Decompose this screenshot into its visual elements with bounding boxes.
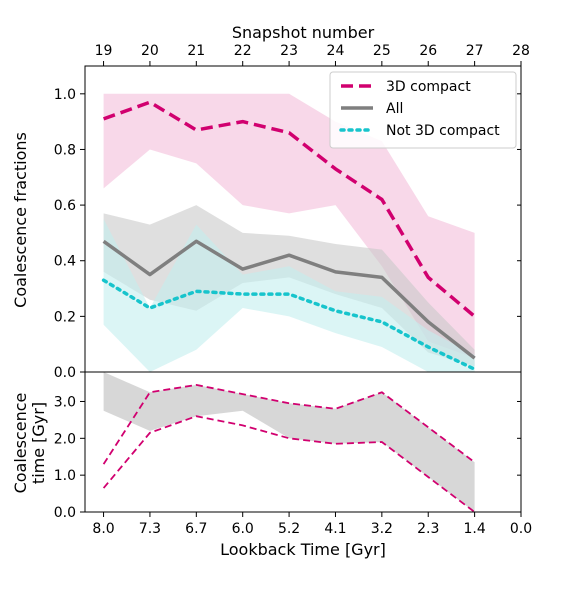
y-tick-label: 2.0: [54, 431, 76, 447]
top-tick-label: 28: [512, 43, 530, 59]
band-0: [103, 93, 475, 359]
top-tick-label: 23: [280, 43, 298, 59]
y-tick-label: 1.0: [54, 87, 76, 103]
top-tick-label: 24: [327, 43, 345, 59]
bottom-line-0: [102, 383, 476, 465]
series-line-2: [101, 278, 477, 371]
series-line-0: [103, 100, 476, 318]
bottom-panel-ylabel-line1: Coalescence: [11, 393, 30, 494]
top-tick-label: 21: [187, 43, 205, 59]
top-tick-label: 27: [466, 43, 484, 59]
x-tick-label: 3.2: [371, 521, 393, 537]
y-tick-label: 0.4: [54, 254, 76, 270]
bottom-axis-title: Lookback Time [Gyr]: [220, 540, 386, 559]
x-tick-label: 8.0: [92, 521, 114, 537]
series-line-1: [102, 239, 476, 360]
bottom-panel-ylabel-line2: time [Gyr]: [29, 402, 48, 484]
x-tick-label: 5.2: [278, 521, 300, 537]
x-tick-label: 7.3: [139, 521, 161, 537]
legend: 3D compact All Not 3D compact: [329, 71, 517, 149]
gray-band: [103, 372, 475, 512]
top-panel-ylabel: Coalescence fractions: [11, 132, 30, 308]
y-tick-label: 0.0: [54, 505, 76, 521]
legend-label: Not 3D compact: [386, 123, 500, 139]
top-tick-label: 20: [141, 43, 159, 59]
top-tick-label: 25: [373, 43, 391, 59]
top-axis-title: Snapshot number: [232, 23, 375, 42]
x-tick-label: 2.3: [417, 521, 439, 537]
bottom-line-1: [102, 415, 476, 513]
top-tick-label: 22: [234, 43, 252, 59]
y-tick-label: 1.0: [54, 468, 76, 484]
y-tick-label: 0.2: [54, 309, 76, 325]
y-tick-label: 0.6: [54, 198, 76, 214]
band-2: [103, 219, 475, 372]
x-tick-label: 6.0: [232, 521, 254, 537]
y-tick-label: 0.0: [54, 365, 76, 381]
x-tick-label: 0.0: [510, 521, 532, 537]
bottom-panel: 0.0 1.0 2.0 3.0 8.0 7.3 6.7 6.0 5.2 4.1 3.2 2.3 1.4 0…: [54, 371, 532, 537]
x-tick-label: 4.1: [324, 521, 346, 537]
y-tick-label: 3.0: [54, 394, 76, 410]
legend-label: 3D compact: [386, 79, 471, 95]
y-tick-label: 0.8: [54, 142, 76, 158]
top-tick-label: 26: [419, 43, 437, 59]
x-tick-label: 1.4: [463, 521, 485, 537]
top-panel: 0.0 0.2 0.4 0.6 0.8 1.0 19 20 21 22 23 24 25 26 27 28 3D…: [54, 43, 530, 381]
top-tick-label: 19: [95, 43, 113, 59]
bottom-panel-frame: [84, 371, 522, 513]
x-tick-label: 6.7: [185, 521, 207, 537]
legend-box: [329, 71, 517, 149]
legend-label: All: [386, 101, 403, 117]
